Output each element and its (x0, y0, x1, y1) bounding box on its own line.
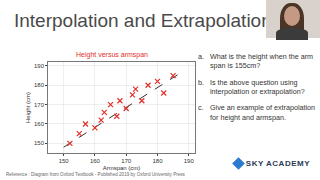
svg-text:Height versus armspan: Height versus armspan (76, 51, 148, 59)
svg-text:190: 190 (34, 63, 45, 69)
svg-text:190: 190 (184, 158, 195, 164)
svg-text:160: 160 (90, 158, 101, 164)
html-text:a.: a. (198, 52, 204, 61)
svg-text:180: 180 (152, 158, 163, 164)
html-text:What is the height when the ar: What is the height when the arm span is … (210, 52, 314, 71)
svg-text:150: 150 (34, 140, 45, 146)
html-text:Interpolation and Extrapolatio: Interpolation and Extrapolation (14, 10, 272, 31)
svg-text:180: 180 (34, 82, 45, 88)
html-text:b.: b. (198, 77, 204, 87)
html-text:Is the above question using in: Is the above question using interpolatio… (210, 77, 305, 97)
html-text:SKY ACADEMY: SKY ACADEMY (245, 159, 310, 168)
html-text:c.: c. (198, 103, 204, 113)
svg-text:150: 150 (59, 158, 70, 164)
svg-text:170: 170 (121, 158, 132, 164)
svg-text:Height (cm): Height (cm) (25, 92, 31, 123)
html-text:Reference : Diagram from Oxfor: Reference : Diagram from Oxford Textbook… (6, 172, 185, 177)
svg-text:170: 170 (34, 102, 45, 108)
html-text:Give an example of extrapolati: Give an example of extrapolation for hei… (210, 103, 316, 122)
svg-text:160: 160 (34, 121, 45, 127)
svg-text:Armspan (cm): Armspan (cm) (103, 165, 141, 171)
